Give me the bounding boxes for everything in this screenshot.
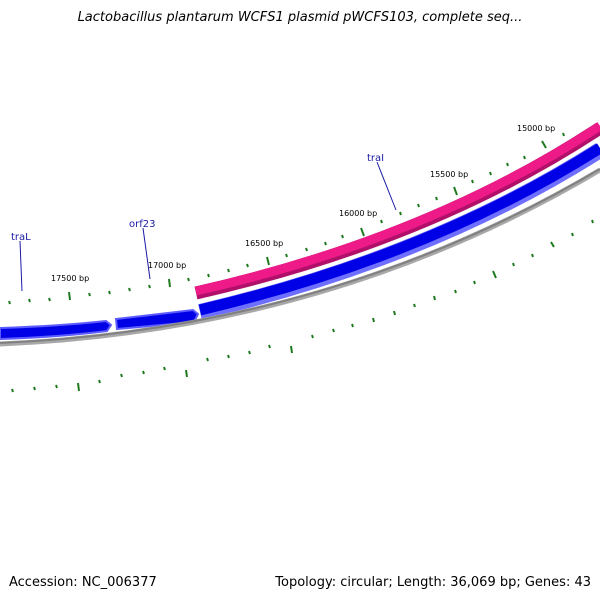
gene-label-orf23[interactable]: orf23 <box>129 219 155 230</box>
traI-leader-line <box>376 161 397 211</box>
tick-label-17000: 17000 bp <box>148 261 186 270</box>
orf23-leader-line <box>142 227 151 280</box>
gene-orf23-arc[interactable] <box>114 308 200 331</box>
gene-traI-arc[interactable] <box>194 122 600 300</box>
inner-tick-major <box>290 345 293 354</box>
inner-tick-major <box>185 369 188 378</box>
inner-tick-major <box>550 241 555 248</box>
outer-ticks <box>8 130 586 305</box>
tick-label-16500: 16500 bp <box>245 239 283 248</box>
outer-tick-major-16500 <box>266 256 270 266</box>
tick-label-15500: 15500 bp <box>430 170 468 179</box>
inner-tick-major <box>393 310 396 316</box>
inner-tick-major <box>77 382 80 392</box>
outer-tick-major-17000 <box>168 278 171 288</box>
outer-tick-minor <box>8 130 586 305</box>
plasmid-backbone <box>0 167 600 347</box>
outer-tick-major-15000 <box>541 140 547 149</box>
outer-tick-major-16000 <box>360 227 365 237</box>
map-title: Lactobacillus plantarum WCFS1 plasmid pW… <box>77 10 523 25</box>
inner-tick-major <box>492 270 497 279</box>
traL-leader-line <box>19 240 23 292</box>
gene-traL-arc[interactable] <box>0 319 113 341</box>
accession-text: Accession: NC_006377 <box>9 575 157 590</box>
topology-summary-text: Topology: circular; Length: 36,069 bp; G… <box>275 575 591 590</box>
inner-ticks <box>11 219 594 393</box>
gene-label-traI[interactable]: traI <box>367 153 384 164</box>
outer-tick-major-17500 <box>68 291 71 301</box>
forward-gene-track <box>198 143 600 320</box>
outer-tick-major-15500 <box>453 186 458 196</box>
tick-label-15000: 15000 bp <box>517 124 555 133</box>
gene-label-traL[interactable]: traL <box>11 232 31 243</box>
tick-label-17500: 17500 bp <box>51 274 89 283</box>
tick-label-16000: 16000 bp <box>339 209 377 218</box>
